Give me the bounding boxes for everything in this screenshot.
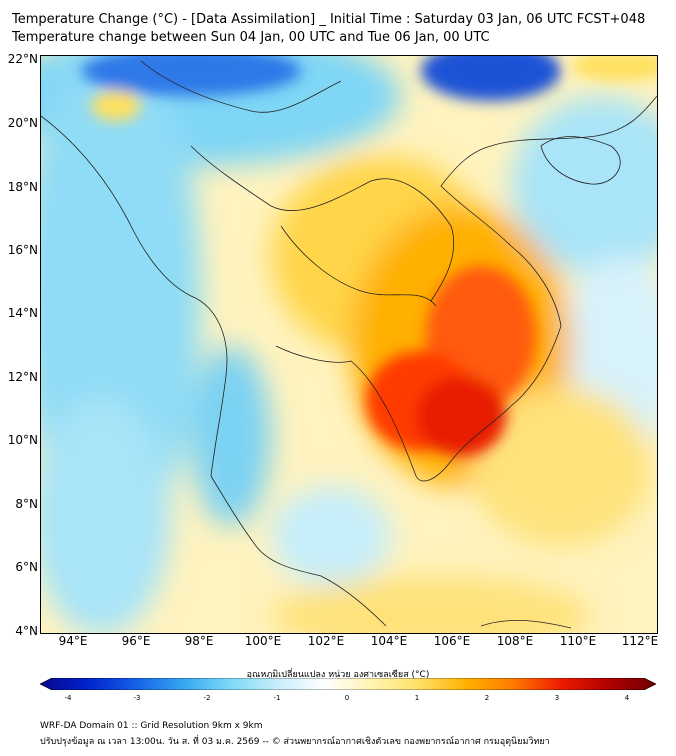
lat-label: 12°N — [7, 370, 38, 384]
lon-label: 106°E — [433, 634, 471, 648]
lat-label: 20°N — [7, 116, 38, 130]
lat-label: 6°N — [15, 560, 38, 574]
map-title: Temperature Change (°C) - [Data Assimila… — [12, 12, 646, 27]
lat-label: 10°N — [7, 433, 38, 447]
colorbar-tick: 2 — [484, 694, 490, 702]
lat-label: 16°N — [7, 243, 38, 257]
lon-label: 98°E — [184, 634, 214, 648]
colorbar-tick: -4 — [64, 694, 72, 702]
colorbar-tick: 3 — [554, 694, 560, 702]
colorbar-tick: -2 — [203, 694, 211, 702]
lon-label: 108°E — [496, 634, 534, 648]
lon-label: 96°E — [121, 634, 151, 648]
lat-label: 8°N — [15, 497, 38, 511]
lon-label: 102°E — [307, 634, 345, 648]
colorbar-tick: -1 — [273, 694, 281, 702]
footer-domain-info: WRF-DA Domain 01 :: Grid Resolution 9km … — [40, 721, 263, 731]
colorbar-gradient — [40, 678, 656, 690]
map-panel — [40, 55, 658, 634]
lon-label: 94°E — [58, 634, 88, 648]
lat-label: 4°N — [15, 624, 38, 638]
colorbar-tick: 1 — [414, 694, 420, 702]
colorbar-tick: -3 — [133, 694, 141, 702]
temperature-field — [41, 56, 657, 633]
colorbar-tick: 0 — [344, 694, 350, 702]
lon-label: 112°E — [621, 634, 659, 648]
colorbar-tick: 4 — [624, 694, 630, 702]
map-subtitle: Temperature change between Sun 04 Jan, 0… — [12, 30, 490, 45]
lon-label: 104°E — [370, 634, 408, 648]
lon-label: 100°E — [244, 634, 282, 648]
colorbar-label: อุณหภูมิเปลี่ยนแปลง หน่วย องศาเซลเซียส (… — [246, 670, 430, 680]
coastlines — [41, 60, 657, 629]
lon-label: 110°E — [559, 634, 597, 648]
lat-label: 14°N — [7, 306, 38, 320]
field-hot-core — [81, 56, 657, 456]
lat-label: 22°N — [7, 52, 38, 66]
lat-label: 18°N — [7, 180, 38, 194]
colorbar — [40, 678, 656, 690]
footer-credit: ปรับปรุงข้อมูล ณ เวลา 13:00น. วัน ส. ที่… — [40, 737, 550, 747]
